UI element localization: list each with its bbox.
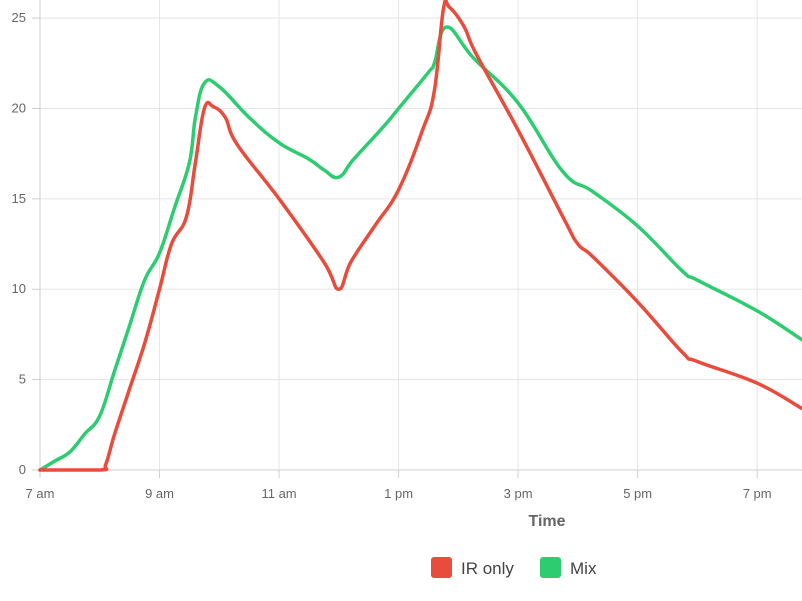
y-tick-label: 20 [12, 100, 26, 115]
legend-label-mix[interactable]: Mix [570, 559, 597, 578]
x-tick-label: 7 pm [743, 486, 772, 501]
x-tick-label: 9 am [145, 486, 174, 501]
x-axis-title: Time [528, 513, 565, 530]
y-tick-label: 5 [19, 372, 26, 387]
legend-swatch-ir-only[interactable] [431, 557, 452, 578]
x-tick-label: 5 pm [623, 486, 652, 501]
x-tick-label: 11 am [261, 486, 296, 501]
y-tick-label: 0 [19, 462, 26, 477]
series-lines [38, 0, 802, 472]
legend-label-ir-only[interactable]: IR only [461, 559, 514, 578]
x-tick-label: 3 pm [504, 486, 533, 501]
y-tick-labels: 0 5 10 15 20 25 [12, 10, 26, 477]
x-tick-label: 7 am [26, 486, 55, 501]
x-tick-label: 1 pm [384, 486, 413, 501]
series-line-ir-only [38, 0, 802, 472]
y-tick-label: 10 [12, 281, 26, 296]
y-tick-label: 25 [12, 10, 26, 25]
series-line-mix [38, 25, 802, 472]
grid-lines [40, 0, 802, 470]
x-tick-labels: 7 am 9 am 11 am 1 pm 3 pm 5 pm 7 pm [26, 486, 772, 501]
legend: IR only Mix [431, 557, 597, 578]
y-tick-label: 15 [12, 191, 26, 206]
axes [32, 0, 802, 478]
legend-swatch-mix[interactable] [540, 557, 561, 578]
